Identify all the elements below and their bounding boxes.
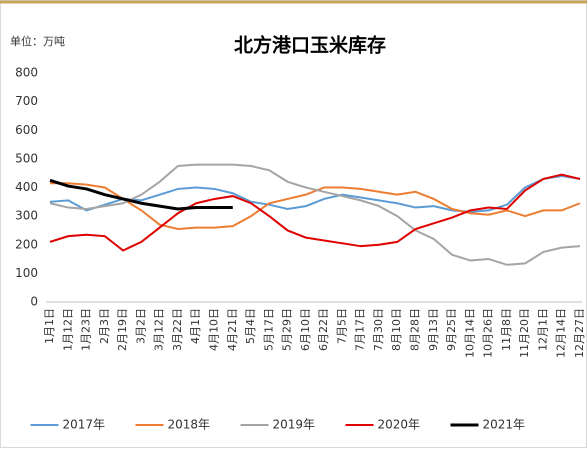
- x-tick-label: 4月21日: [226, 308, 239, 351]
- legend-label: 2019年: [273, 418, 316, 432]
- x-tick-label: 5月4日: [244, 308, 257, 344]
- x-tick-label: 5月29日: [281, 308, 294, 351]
- x-tick-label: 6月22日: [317, 308, 330, 351]
- legend-label: 2021年: [483, 418, 526, 432]
- x-tick-label: 1月1日: [43, 308, 56, 344]
- x-tick-label: 11月8日: [500, 308, 513, 351]
- y-tick-label: 300: [15, 209, 38, 223]
- y-tick-label: 200: [15, 237, 38, 251]
- series-line: [49, 173, 581, 252]
- series-line: [49, 163, 581, 266]
- x-tick-label: 6月10日: [299, 308, 312, 351]
- x-tick-label: 8月10日: [390, 308, 403, 351]
- legend-label: 2020年: [378, 418, 421, 432]
- x-tick-label: 12月14日: [555, 308, 568, 358]
- series-line: [50, 182, 581, 231]
- y-tick-label: 100: [15, 266, 38, 280]
- series-line: [49, 175, 581, 213]
- x-tick-label: 3月22日: [171, 308, 184, 351]
- x-tick-label: 9月25日: [445, 308, 458, 351]
- y-tick-label: 0: [30, 295, 38, 309]
- x-tick-label: 3月2日: [134, 308, 147, 344]
- x-tick-label: 10月14日: [463, 308, 476, 358]
- legend-label: 2018年: [168, 418, 211, 432]
- y-tick-label: 500: [15, 151, 38, 165]
- x-tick-label: 1月23日: [80, 308, 93, 351]
- x-tick-label: 12月1日: [536, 308, 549, 351]
- series-line: [49, 178, 233, 211]
- y-tick-label: 600: [15, 123, 38, 137]
- x-tick-label: 7月5日: [335, 308, 348, 344]
- y-tick-label: 400: [15, 180, 38, 194]
- x-tick-label: 2月19日: [116, 308, 129, 351]
- x-tick-label: 10月26日: [482, 308, 495, 358]
- x-tick-label: 7月30日: [372, 308, 385, 351]
- legend-label: 2017年: [63, 418, 106, 432]
- x-tick-label: 12月27日: [573, 308, 586, 358]
- x-tick-label: 1月12日: [61, 308, 74, 351]
- x-tick-label: 5月17日: [262, 308, 275, 351]
- x-tick-label: 3月12日: [153, 308, 166, 351]
- y-tick-label: 800: [15, 66, 38, 80]
- x-tick-label: 9月13日: [427, 308, 440, 351]
- chart-title: 北方港口玉米库存: [234, 34, 386, 57]
- x-tick-label: 7月17日: [354, 308, 367, 351]
- x-tick-label: 11月20日: [518, 308, 531, 358]
- x-tick-label: 8月28日: [409, 308, 422, 351]
- x-tick-label: 4月10日: [207, 308, 220, 351]
- x-tick-label: 4月1日: [189, 308, 202, 344]
- unit-label: 单位：万吨: [10, 34, 65, 48]
- x-tick-label: 2月3日: [98, 308, 111, 344]
- y-tick-label: 700: [15, 94, 38, 108]
